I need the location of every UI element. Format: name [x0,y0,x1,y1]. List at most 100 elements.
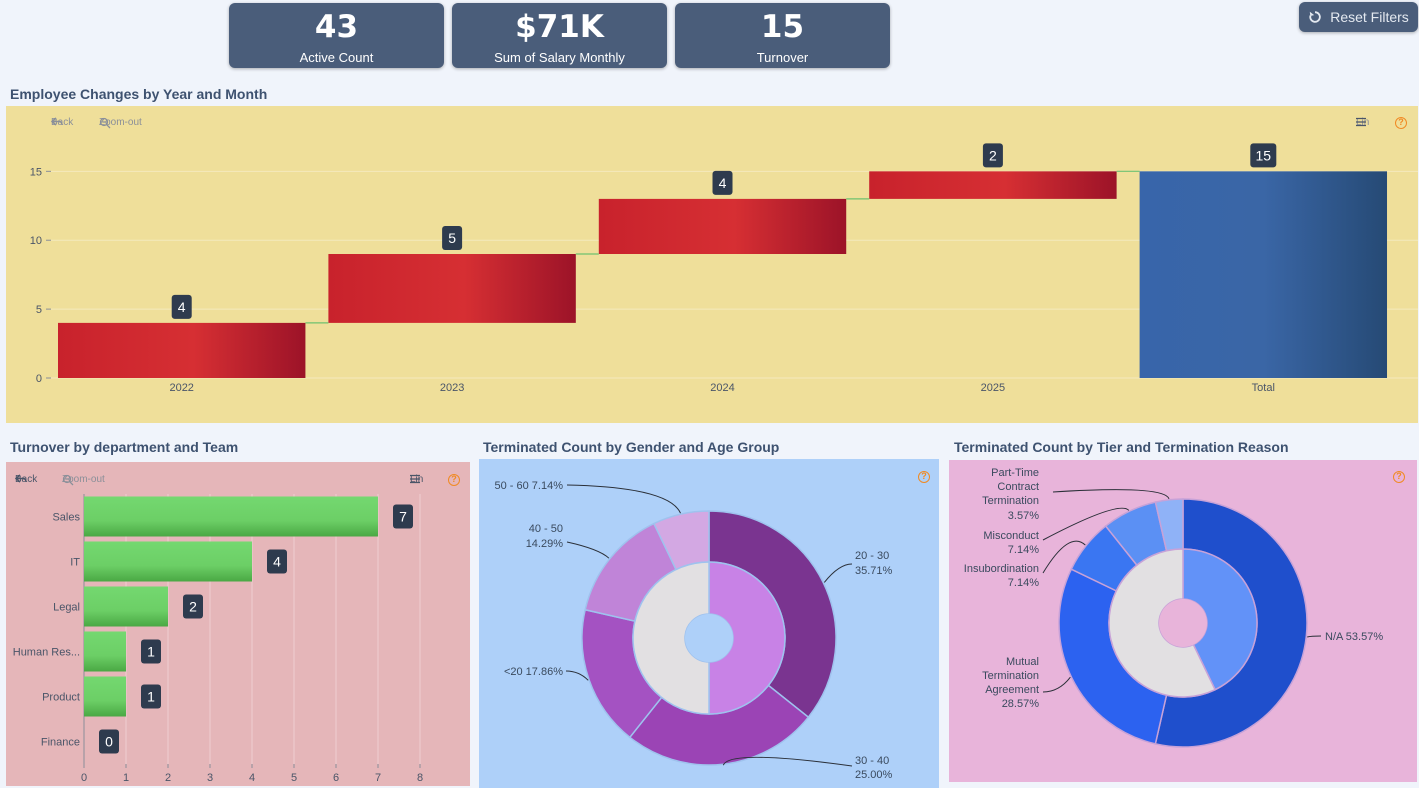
y-tick-label: 15 [30,166,42,178]
waterfall-bar [58,322,306,378]
zoom-out-icon [62,474,74,486]
dept-bar [84,541,252,582]
help-icon[interactable]: ? [1395,117,1407,129]
slice-label: Misconduct [983,530,1039,542]
waterfall-bar [598,198,847,254]
slice-label: N/A 53.57% [1325,631,1383,643]
y-tick-label: IT [70,557,80,569]
y-tick-label: Product [42,692,80,704]
label-leader [1052,489,1170,500]
scale-toggle[interactable]: Lin [410,474,423,485]
x-tick-label: 2 [165,772,171,784]
data-label: 1 [147,644,155,660]
slice-label: 40 - 50 [529,523,563,535]
slice-label: Agreement [985,684,1039,696]
zoom-out-button[interactable]: Zoom-out [99,117,142,129]
reset-filters-button[interactable]: Reset Filters [1299,2,1418,32]
x-tick-label: Total [1252,382,1275,394]
list-icon [410,474,420,484]
slice-label: 7.14% [1008,544,1039,556]
tier-reason-chart: N/A 53.57% Mutual Termination Agreement 28.5… [964,467,1383,748]
label-leader [566,484,681,514]
slice-label: Insubordination [964,563,1039,575]
data-label: 15 [1250,143,1277,168]
slice-label: Termination [982,670,1039,682]
help-icon[interactable]: ? [1393,471,1405,483]
help-icon[interactable]: ? [918,471,930,483]
data-label: 5 [442,226,463,250]
x-tick-label: 2022 [169,382,193,394]
x-tick-label: 4 [249,772,255,784]
turnover-dept-panel: Back Zoom-out Lin ? 0 1 2 3 4 5 6 7 8 Sales 7 IT 4 Le… [6,462,470,786]
list-icon [1356,117,1366,127]
data-label-box [1250,143,1277,168]
waterfall-bar [869,171,1117,199]
data-label-box [712,170,733,195]
zoom-out-button[interactable]: Zoom-out [62,474,105,486]
label-leader [1042,676,1071,693]
donut-hole [1159,599,1207,647]
tier-reason-title: Terminated Count by Tier and Termination… [954,439,1289,455]
slice-label: <20 17.86% [504,666,563,678]
data-label: 4 [712,170,733,195]
label-leader [1307,635,1322,638]
data-label: 2 [982,143,1003,168]
kpi-active-count[interactable]: 43 Active Count [229,3,444,68]
slice-label: 20 - 30 [855,550,889,562]
gender-age-panel: ? 20 - 30 35.71% 30 - 40 25.00% <20 17.86% 40… [479,459,939,788]
slice-percent: 25.00% [855,769,893,781]
inner-slice [1108,548,1217,698]
back-icon [15,474,27,483]
turnover-dept-chart: 0 1 2 3 4 5 6 7 8 Sales 7 IT 4 Legal 2 Human Res... 1 Pro… [13,494,423,784]
y-tick-label: Sales [52,512,80,524]
data-label: 4 [719,175,727,191]
y-tick-label: Legal [53,602,80,614]
x-tick-label: 1 [123,772,129,784]
dept-bar [84,631,126,672]
reset-filters-label: Reset Filters [1330,9,1409,25]
x-tick-label: 8 [417,772,423,784]
zoom-out-icon [99,117,111,129]
kpi-turnover[interactable]: 15 Turnover [675,3,890,68]
x-tick-label: 2025 [981,382,1005,394]
dept-bar [84,496,378,537]
data-label: 7 [393,504,413,529]
data-label: 0 [99,729,119,754]
data-label: 4 [267,549,287,574]
data-label: 4 [171,294,192,319]
data-label: 0 [105,734,113,750]
slice-percent: 14.29% [526,538,564,550]
label-leader [565,670,589,681]
back-icon [51,117,63,126]
turnover-dept-title: Turnover by department and Team [10,439,239,455]
x-tick-label: 5 [291,772,297,784]
back-button[interactable]: Back [51,117,73,128]
slice-label: 28.57% [1002,698,1040,710]
label-leader [566,541,610,559]
x-tick-label: 7 [375,772,381,784]
dept-bar [84,676,126,717]
slice-label: 30 - 40 [855,755,889,767]
slice-label: 7.14% [1008,577,1039,589]
slice-label: 50 - 60 7.14% [495,480,564,492]
slice-percent: 35.71% [855,565,893,577]
data-label-box [393,504,413,529]
kpi-value: 43 [314,9,359,45]
zoom-out-label: Zoom-out [99,117,142,128]
x-tick-label: 3 [207,772,213,784]
y-tick-label: Human Res... [13,647,80,659]
label-leader [1042,540,1086,574]
kpi-label: Active Count [299,50,374,65]
data-label: 4 [178,299,186,315]
scale-toggle[interactable]: Lin [1356,117,1369,128]
back-button[interactable]: Back [15,474,37,485]
waterfall-bar [1139,171,1388,378]
data-label: 2 [989,147,997,163]
data-label-box [442,226,463,250]
kpi-salary-monthly[interactable]: $71K Sum of Salary Monthly [452,3,667,68]
gender-age-chart: 20 - 30 35.71% 30 - 40 25.00% <20 17.86% 40 -… [495,480,893,781]
label-leader [1042,507,1130,541]
help-icon[interactable]: ? [448,474,460,486]
waterfall-title: Employee Changes by Year and Month [10,86,268,102]
y-tick-label: Finance [41,737,80,749]
